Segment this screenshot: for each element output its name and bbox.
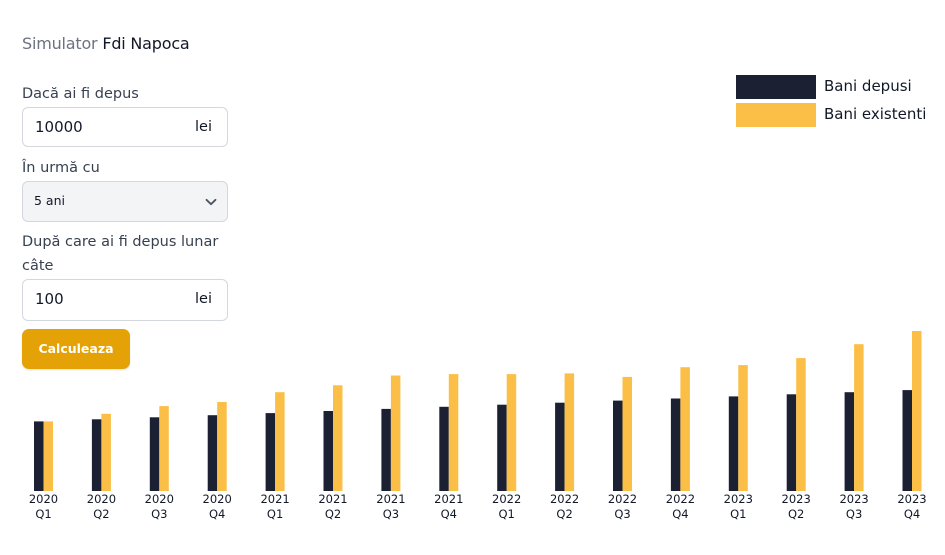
bar-deposited (497, 404, 507, 491)
page-title: Simulator Fdi Napoca (22, 34, 190, 53)
x-tick-quarter: Q3 (383, 507, 399, 521)
bar-existing (622, 376, 632, 491)
bar-existing (159, 406, 169, 491)
x-tick-year: 2022 (492, 492, 521, 506)
period-selected-value: 5 ani (34, 193, 65, 208)
legend-swatch-deposited (736, 75, 816, 99)
x-tick-year: 2023 (897, 492, 926, 506)
x-tick-quarter: Q3 (846, 507, 862, 521)
x-tick-quarter: Q4 (904, 507, 920, 521)
bar-deposited (728, 396, 739, 491)
x-tick-quarter: Q3 (151, 507, 167, 521)
period-label: În urmă cu (22, 160, 100, 176)
x-tick-quarter: Q2 (325, 507, 341, 521)
monthly-amount-field[interactable]: 100 lei (22, 279, 228, 321)
monthly-label: După care ai fi depus lunar câte (22, 234, 219, 274)
monthly-amount-value: 100 (35, 290, 64, 308)
bar-deposited (381, 408, 391, 491)
x-tick-year: 2020 (203, 492, 232, 506)
x-tick-year: 2020 (145, 492, 174, 506)
x-tick-year: 2022 (550, 492, 579, 506)
x-tick-quarter: Q4 (441, 507, 457, 521)
x-tick-year: 2022 (666, 492, 695, 506)
bar-existing (796, 358, 806, 491)
monthly-unit: lei (195, 291, 212, 307)
deposit-label: Dacă ai fi depus (22, 86, 139, 102)
bar-deposited (207, 415, 218, 491)
bar-deposited (902, 390, 912, 491)
x-tick-year: 2021 (376, 492, 405, 506)
bar-existing (333, 385, 343, 491)
bar-existing (680, 367, 690, 491)
x-tick-quarter: Q2 (788, 507, 804, 521)
legend-label-deposited: Bani depusi (824, 77, 912, 95)
x-tick-quarter: Q3 (614, 507, 630, 521)
x-tick-year: 2020 (87, 492, 116, 506)
deposit-unit: lei (195, 119, 212, 135)
period-select[interactable]: 5 ani (22, 181, 228, 222)
bar-deposited (786, 394, 797, 491)
legend-swatch-existing (736, 103, 816, 127)
legend-label-existing: Bani existenti (824, 105, 927, 123)
bar-existing (506, 374, 517, 491)
bar-existing (912, 331, 922, 491)
x-tick-year: 2023 (724, 492, 753, 506)
x-tick-quarter: Q4 (672, 507, 688, 521)
title-prefix: Simulator (22, 34, 98, 53)
bar-existing (101, 413, 111, 491)
bar-deposited (439, 406, 449, 491)
x-tick-quarter: Q2 (556, 507, 572, 521)
bar-deposited (149, 417, 160, 491)
x-tick-year: 2023 (839, 492, 868, 506)
x-tick-year: 2021 (434, 492, 463, 506)
fund-name: Fdi Napoca (102, 34, 190, 53)
x-tick-quarter: Q1 (267, 507, 283, 521)
x-tick-quarter: Q1 (499, 507, 515, 521)
deposit-amount-field[interactable]: 10000 lei (22, 107, 228, 147)
calculate-button[interactable]: Calculeaza (22, 329, 130, 369)
bar-deposited (844, 392, 855, 491)
bar-existing (43, 421, 53, 491)
bar-existing (275, 392, 285, 491)
deposit-amount-value: 10000 (35, 118, 83, 136)
bar-deposited (91, 419, 102, 491)
bar-existing (564, 373, 575, 491)
bar-existing (738, 365, 748, 491)
x-tick-year: 2023 (782, 492, 811, 506)
bar-deposited (670, 398, 681, 491)
bar-deposited (34, 421, 44, 491)
x-tick-year: 2020 (29, 492, 58, 506)
bar-existing (217, 402, 227, 491)
x-tick-quarter: Q1 (35, 507, 51, 521)
bar-deposited (323, 411, 333, 491)
x-tick-quarter: Q4 (209, 507, 225, 521)
bar-deposited (613, 400, 623, 491)
bar-existing (854, 344, 864, 491)
x-tick-quarter: Q2 (93, 507, 109, 521)
x-tick-year: 2021 (318, 492, 347, 506)
bar-deposited (265, 413, 276, 491)
x-tick-year: 2022 (608, 492, 637, 506)
chevron-down-icon (205, 198, 217, 206)
bar-existing (390, 375, 401, 491)
x-tick-year: 2021 (260, 492, 289, 506)
bar-deposited (555, 402, 565, 491)
x-tick-quarter: Q1 (730, 507, 746, 521)
bar-existing (448, 374, 459, 491)
